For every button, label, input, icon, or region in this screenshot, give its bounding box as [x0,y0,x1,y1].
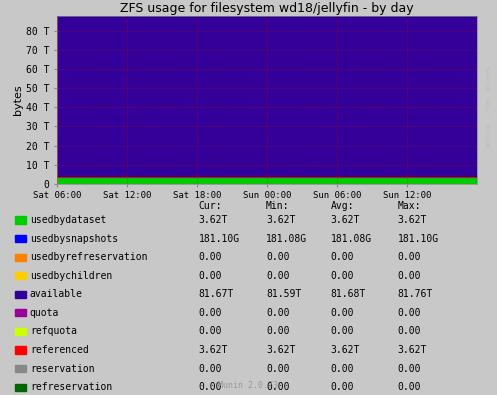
Text: Max:: Max: [398,201,421,211]
Text: 0.00: 0.00 [199,271,222,281]
Text: 0.00: 0.00 [331,363,354,374]
Text: 0.00: 0.00 [199,326,222,337]
Text: 0.00: 0.00 [398,382,421,392]
Text: 0.00: 0.00 [266,382,289,392]
Text: Cur:: Cur: [199,201,222,211]
Text: 3.62T: 3.62T [266,345,295,355]
Text: 0.00: 0.00 [398,326,421,337]
Text: refreservation: refreservation [30,382,112,392]
Text: 3.62T: 3.62T [398,345,427,355]
Text: refquota: refquota [30,326,77,337]
Text: 81.76T: 81.76T [398,289,433,299]
Text: Munin 2.0.73: Munin 2.0.73 [219,381,278,390]
Text: usedbysnapshots: usedbysnapshots [30,233,118,244]
Title: ZFS usage for filesystem wd18/jellyfin - by day: ZFS usage for filesystem wd18/jellyfin -… [120,2,414,15]
Text: 0.00: 0.00 [331,308,354,318]
Text: 0.00: 0.00 [398,308,421,318]
Text: RRDTOOL / TOBI OETIKER: RRDTOOL / TOBI OETIKER [487,66,492,148]
Text: reservation: reservation [30,363,94,374]
Text: usedbydataset: usedbydataset [30,215,106,225]
Text: 0.00: 0.00 [199,252,222,262]
Text: 0.00: 0.00 [266,271,289,281]
Text: referenced: referenced [30,345,88,355]
Text: quota: quota [30,308,59,318]
Text: 0.00: 0.00 [199,363,222,374]
Y-axis label: bytes: bytes [13,85,23,115]
Text: 3.62T: 3.62T [331,215,360,225]
Text: 81.68T: 81.68T [331,289,366,299]
Text: 181.08G: 181.08G [331,233,372,244]
Text: 0.00: 0.00 [331,382,354,392]
Text: 0.00: 0.00 [331,271,354,281]
Text: 0.00: 0.00 [398,271,421,281]
Text: 81.67T: 81.67T [199,289,234,299]
Text: 3.62T: 3.62T [199,345,228,355]
Text: Min:: Min: [266,201,289,211]
Text: usedbyrefreservation: usedbyrefreservation [30,252,147,262]
Text: 3.62T: 3.62T [199,215,228,225]
Text: 0.00: 0.00 [398,363,421,374]
Text: usedbychildren: usedbychildren [30,271,112,281]
Text: 0.00: 0.00 [199,382,222,392]
Text: 0.00: 0.00 [398,252,421,262]
Text: 181.08G: 181.08G [266,233,307,244]
Text: 0.00: 0.00 [266,326,289,337]
Text: Avg:: Avg: [331,201,354,211]
Text: 0.00: 0.00 [266,252,289,262]
Text: 181.10G: 181.10G [199,233,240,244]
Text: available: available [30,289,83,299]
Text: 0.00: 0.00 [199,308,222,318]
Text: 0.00: 0.00 [331,326,354,337]
Text: 3.62T: 3.62T [331,345,360,355]
Text: 81.59T: 81.59T [266,289,301,299]
Text: 3.62T: 3.62T [266,215,295,225]
Text: 0.00: 0.00 [331,252,354,262]
Text: 3.62T: 3.62T [398,215,427,225]
Text: 0.00: 0.00 [266,308,289,318]
Text: 181.10G: 181.10G [398,233,439,244]
Text: 0.00: 0.00 [266,363,289,374]
